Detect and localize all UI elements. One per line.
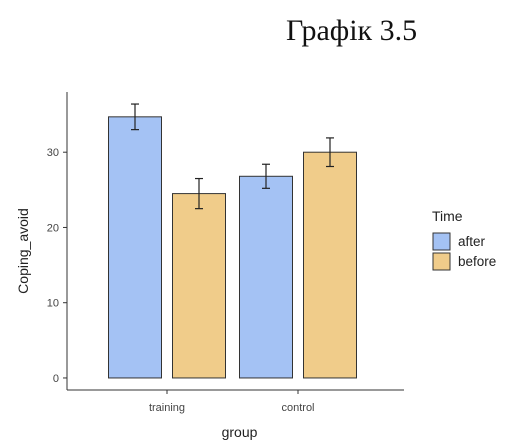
plot-area: 0 10 20 30 training control group Coping_avoid T… [15,92,496,440]
bar-after-control [239,175,293,379]
y-tick-label: 0 [53,373,59,385]
x-axis-title: group [222,424,258,440]
legend-label-after: after [458,234,486,249]
y-tick-label: 10 [47,298,59,310]
bar-before-control [303,151,357,379]
legend-key-after [432,232,451,251]
y-axis-title: Coping_avoid [15,208,31,294]
y-tick-label: 30 [47,147,59,159]
legend-label-before: before [458,254,496,269]
x-tick-label-control: control [281,402,314,414]
legend-title: Time [432,208,463,224]
y-tick-label: 20 [47,222,59,234]
bar-before-training [172,193,226,379]
figure-title: Графік 3.5 [286,14,418,47]
x-tick-label-training: training [149,402,185,414]
bar-after-training [108,116,162,379]
legend-key-before [432,252,451,271]
